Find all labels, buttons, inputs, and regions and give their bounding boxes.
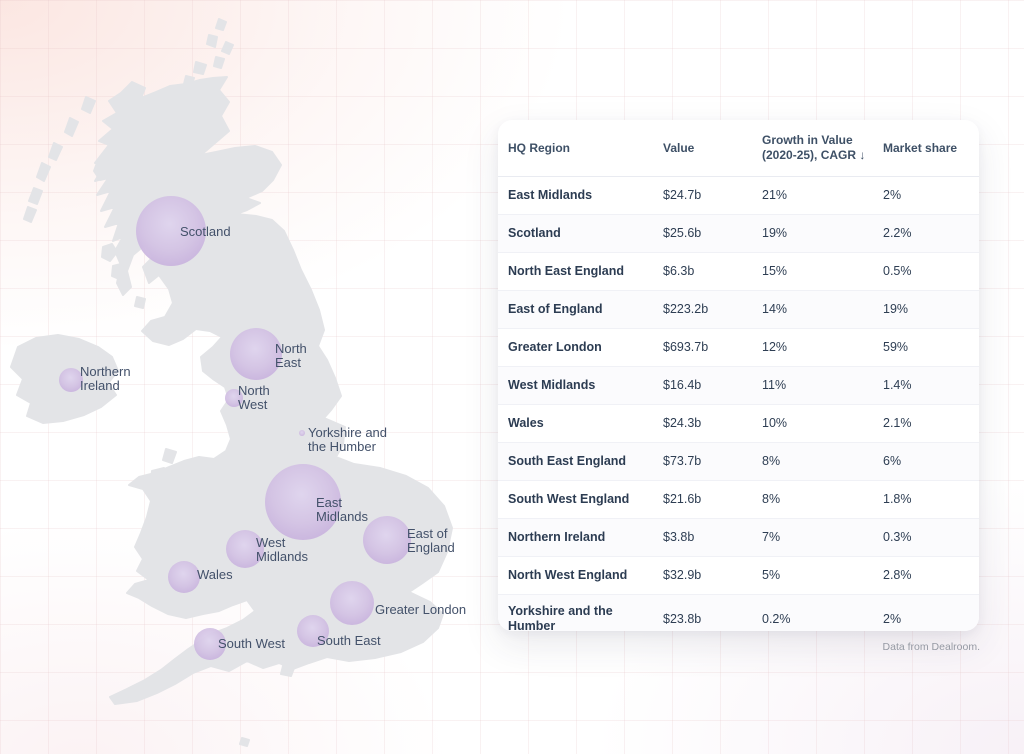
region-label: East Midlands [316,495,369,524]
region-bubble[interactable] [226,530,264,568]
header-growth[interactable]: Growth in Value (2020-25), CAGR ↓ [752,120,873,177]
region-cell: Scotland [498,214,653,253]
market-share-cell: 19% [873,290,979,329]
header-hq-region[interactable]: HQ Region [498,120,653,177]
market-share-cell: 2% [873,176,979,215]
growth-cell: 14% [752,290,873,329]
growth-cell: 10% [752,404,873,443]
growth-cell: 15% [752,252,873,291]
region-cell: Yorkshire and the Humber [508,604,613,631]
value-cell: $693.7b [653,328,752,367]
table-header-row: HQ Region Value Growth in Value (2020-25… [498,120,979,177]
value-cell: $23.8b [663,611,702,626]
table-row[interactable]: West Midlands $16.4b 11% 1.4% [498,366,979,405]
value-cell: $32.9b [653,556,752,595]
market-share-cell: 0.3% [873,518,979,557]
market-share-cell: 59% [873,328,979,367]
region-cell: East Midlands [498,176,653,215]
region-data-table-card: HQ Region Value Growth in Value (2020-25… [498,120,979,631]
region-label: North West [238,383,270,412]
value-cell: $3.8b [653,518,752,557]
table-row[interactable]: Scotland $25.6b 19% 2.2% [498,214,979,253]
table-row[interactable]: South East England $73.7b 8% 6% [498,442,979,481]
value-cell: $21.6b [653,480,752,519]
region-label: Yorkshire and the Humber [308,425,388,454]
data-source-note: Data from Dealroom. [882,641,980,653]
region-label: Wales [197,567,233,582]
table-row[interactable]: North West England $32.9b 5% 2.8% [498,556,979,595]
table-row[interactable]: Northern Ireland $3.8b 7% 0.3% [498,518,979,557]
table-body: East Midlands $24.7b 21% 2% Scotland $25.6b 19… [498,176,979,631]
region-cell: West Midlands [498,366,653,405]
table-row[interactable]: Greater London $693.7b 12% 59% [498,328,979,367]
header-market-share[interactable]: Market share [873,120,979,177]
market-share-cell: 1.8% [873,480,979,519]
region-label: Northern Ireland [80,364,131,393]
islands-silhouette [23,18,295,747]
market-share-cell: 2.8% [873,556,979,595]
market-share-cell: 6% [873,442,979,481]
region-label: South East [317,633,381,648]
value-cell: $25.6b [653,214,752,253]
region-bubble[interactable] [168,561,200,593]
table-row[interactable]: East of England $223.2b 14% 19% [498,290,979,329]
region-label: Scotland [180,224,231,239]
region-bubble[interactable] [136,196,206,266]
region-label: Greater London [375,602,467,617]
bubble-layer: East Midlands Scotland North East East of Engl… [0,0,470,754]
value-cell: $16.4b [653,366,752,405]
region-bubble[interactable] [230,328,282,380]
region-bubble[interactable] [297,615,329,647]
table-row[interactable]: Wales $24.3b 10% 2.1% [498,404,979,443]
region-cell: Greater London [498,328,653,367]
region-label: South West [218,636,285,651]
table-row[interactable]: East Midlands $24.7b 21% 2% [498,176,979,215]
region-bubble[interactable] [299,430,305,436]
growth-cell: 8% [752,480,873,519]
region-bubble[interactable] [330,581,374,625]
market-share-cell: 0.5% [873,252,979,291]
growth-cell: 5% [752,556,873,595]
growth-cell: 19% [752,214,873,253]
region-cell: South East England [498,442,653,481]
region-cell: East of England [498,290,653,329]
table-row[interactable]: Yorkshire and the Humber $23.8b 0.2% 2% [498,594,979,631]
region-data-table: HQ Region Value Growth in Value (2020-25… [498,120,979,631]
region-cell: North West England [498,556,653,595]
growth-cell: 7% [752,518,873,557]
market-share-cell: 2.2% [873,214,979,253]
growth-cell: 0.2% [762,611,791,626]
region-bubble[interactable] [59,368,83,392]
region-bubble[interactable] [225,389,243,407]
region-bubble[interactable] [265,464,341,540]
sort-descending-icon[interactable]: ↓ [859,148,866,162]
market-share-cell: 1.4% [873,366,979,405]
growth-cell: 8% [752,442,873,481]
value-cell: $6.3b [653,252,752,291]
growth-cell: 21% [752,176,873,215]
region-cell: Northern Ireland [498,518,653,557]
region-label: East of England [407,526,455,555]
header-value[interactable]: Value [653,120,752,177]
region-label: West Midlands [256,535,309,564]
region-cell: Wales [498,404,653,443]
value-cell: $73.7b [653,442,752,481]
region-bubble[interactable] [363,516,411,564]
region-cell: South West England [498,480,653,519]
table-row[interactable]: South West England $21.6b 8% 1.8% [498,480,979,519]
market-share-cell: 2% [883,611,902,626]
region-label: North East [275,341,307,370]
growth-cell: 12% [752,328,873,367]
growth-cell: 11% [752,366,873,405]
value-cell: $24.3b [653,404,752,443]
region-bubble[interactable] [194,628,226,660]
value-cell: $24.7b [653,176,752,215]
region-cell: North East England [498,252,653,291]
table-row[interactable]: North East England $6.3b 15% 0.5% [498,252,979,291]
value-cell: $223.2b [653,290,752,329]
market-share-cell: 2.1% [873,404,979,443]
